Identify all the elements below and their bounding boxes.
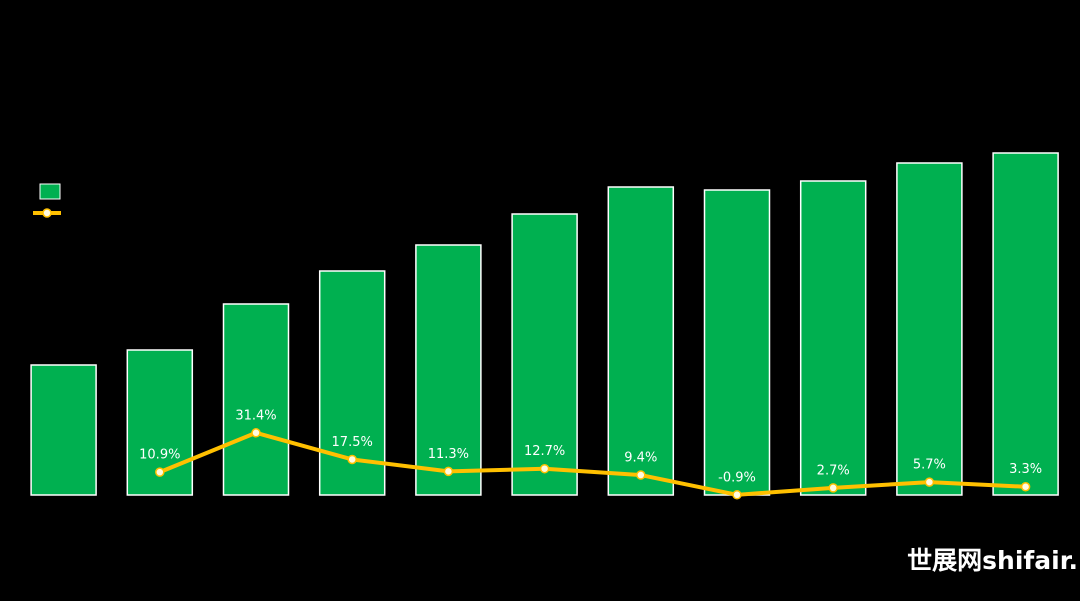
bar — [799, 180, 867, 496]
data-label: 9.4% — [624, 451, 657, 466]
bar — [896, 162, 963, 496]
point — [636, 470, 646, 480]
watermark: 世展网shifair. — [907, 546, 1078, 575]
bar — [415, 244, 482, 496]
data-label: 3.3% — [1009, 462, 1042, 477]
bar — [703, 189, 771, 496]
point — [1020, 481, 1031, 492]
data-label: 12.7% — [524, 444, 565, 459]
data-label: 31.4% — [235, 408, 276, 423]
data-label: 10.9% — [139, 448, 180, 463]
point — [443, 466, 454, 477]
data-label: -0.9% — [718, 470, 756, 485]
bar — [222, 303, 290, 496]
legend-swatch — [39, 183, 61, 200]
data-label: 2.7% — [817, 463, 850, 478]
point — [732, 490, 742, 500]
legend-swatch — [42, 208, 52, 218]
point — [924, 477, 935, 487]
point — [347, 454, 357, 465]
bar — [30, 364, 97, 496]
data-label: 11.3% — [428, 447, 469, 462]
line — [159, 430, 1026, 497]
point — [539, 463, 550, 474]
point — [155, 467, 165, 477]
point — [828, 483, 838, 493]
data-label: 17.5% — [332, 435, 373, 450]
bar — [992, 152, 1059, 496]
point — [251, 428, 261, 438]
bar — [511, 213, 578, 496]
bar — [607, 186, 675, 496]
data-label: 5.7% — [913, 458, 946, 473]
